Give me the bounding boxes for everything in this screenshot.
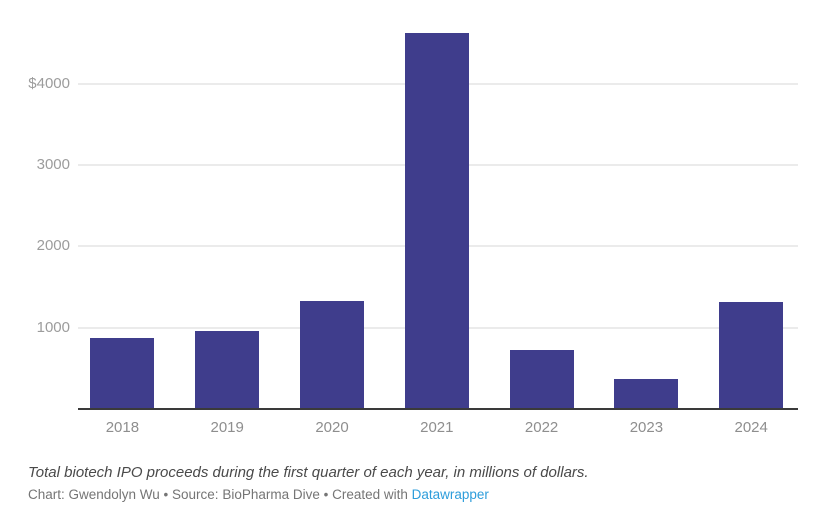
- x-axis-label-2021: 2021: [420, 419, 454, 436]
- x-axis-line: [78, 408, 798, 410]
- x-axis-label-2023: 2023: [629, 419, 664, 436]
- x-axis-label-2022: 2022: [524, 419, 559, 436]
- x-axis-label-2024: 2024: [734, 419, 768, 436]
- byline-text: Chart: Gwendolyn Wu • Source: BioPharma …: [28, 487, 412, 502]
- bar-2022: [509, 349, 574, 409]
- y-axis-label-2000: 2000: [36, 237, 70, 255]
- bar-2024: [719, 302, 784, 409]
- chart-caption: Total biotech IPO proceeds during the fi…: [28, 464, 589, 481]
- x-axis-label-2018: 2018: [105, 419, 140, 436]
- y-axis-label-1000: 1000: [36, 318, 70, 336]
- chart-byline: Chart: Gwendolyn Wu • Source: BioPharma …: [28, 486, 489, 503]
- bar-2020: [300, 301, 364, 409]
- y-axis-label-4000: $4000: [28, 74, 70, 92]
- y-axis-label-3000: 3000: [36, 156, 70, 174]
- x-axis-label-2019: 2019: [210, 419, 244, 436]
- bar-2023: [614, 378, 679, 409]
- bar-2018: [90, 338, 155, 409]
- datawrapper-link[interactable]: Datawrapper: [411, 487, 489, 502]
- bar-2019: [195, 330, 260, 409]
- plot-area: $4000 3000 2000 1000 2018 2019 2020 2021 2022 202…: [28, 32, 798, 436]
- bar-2021: [404, 32, 469, 409]
- x-axis-label-2020: 2020: [315, 419, 349, 436]
